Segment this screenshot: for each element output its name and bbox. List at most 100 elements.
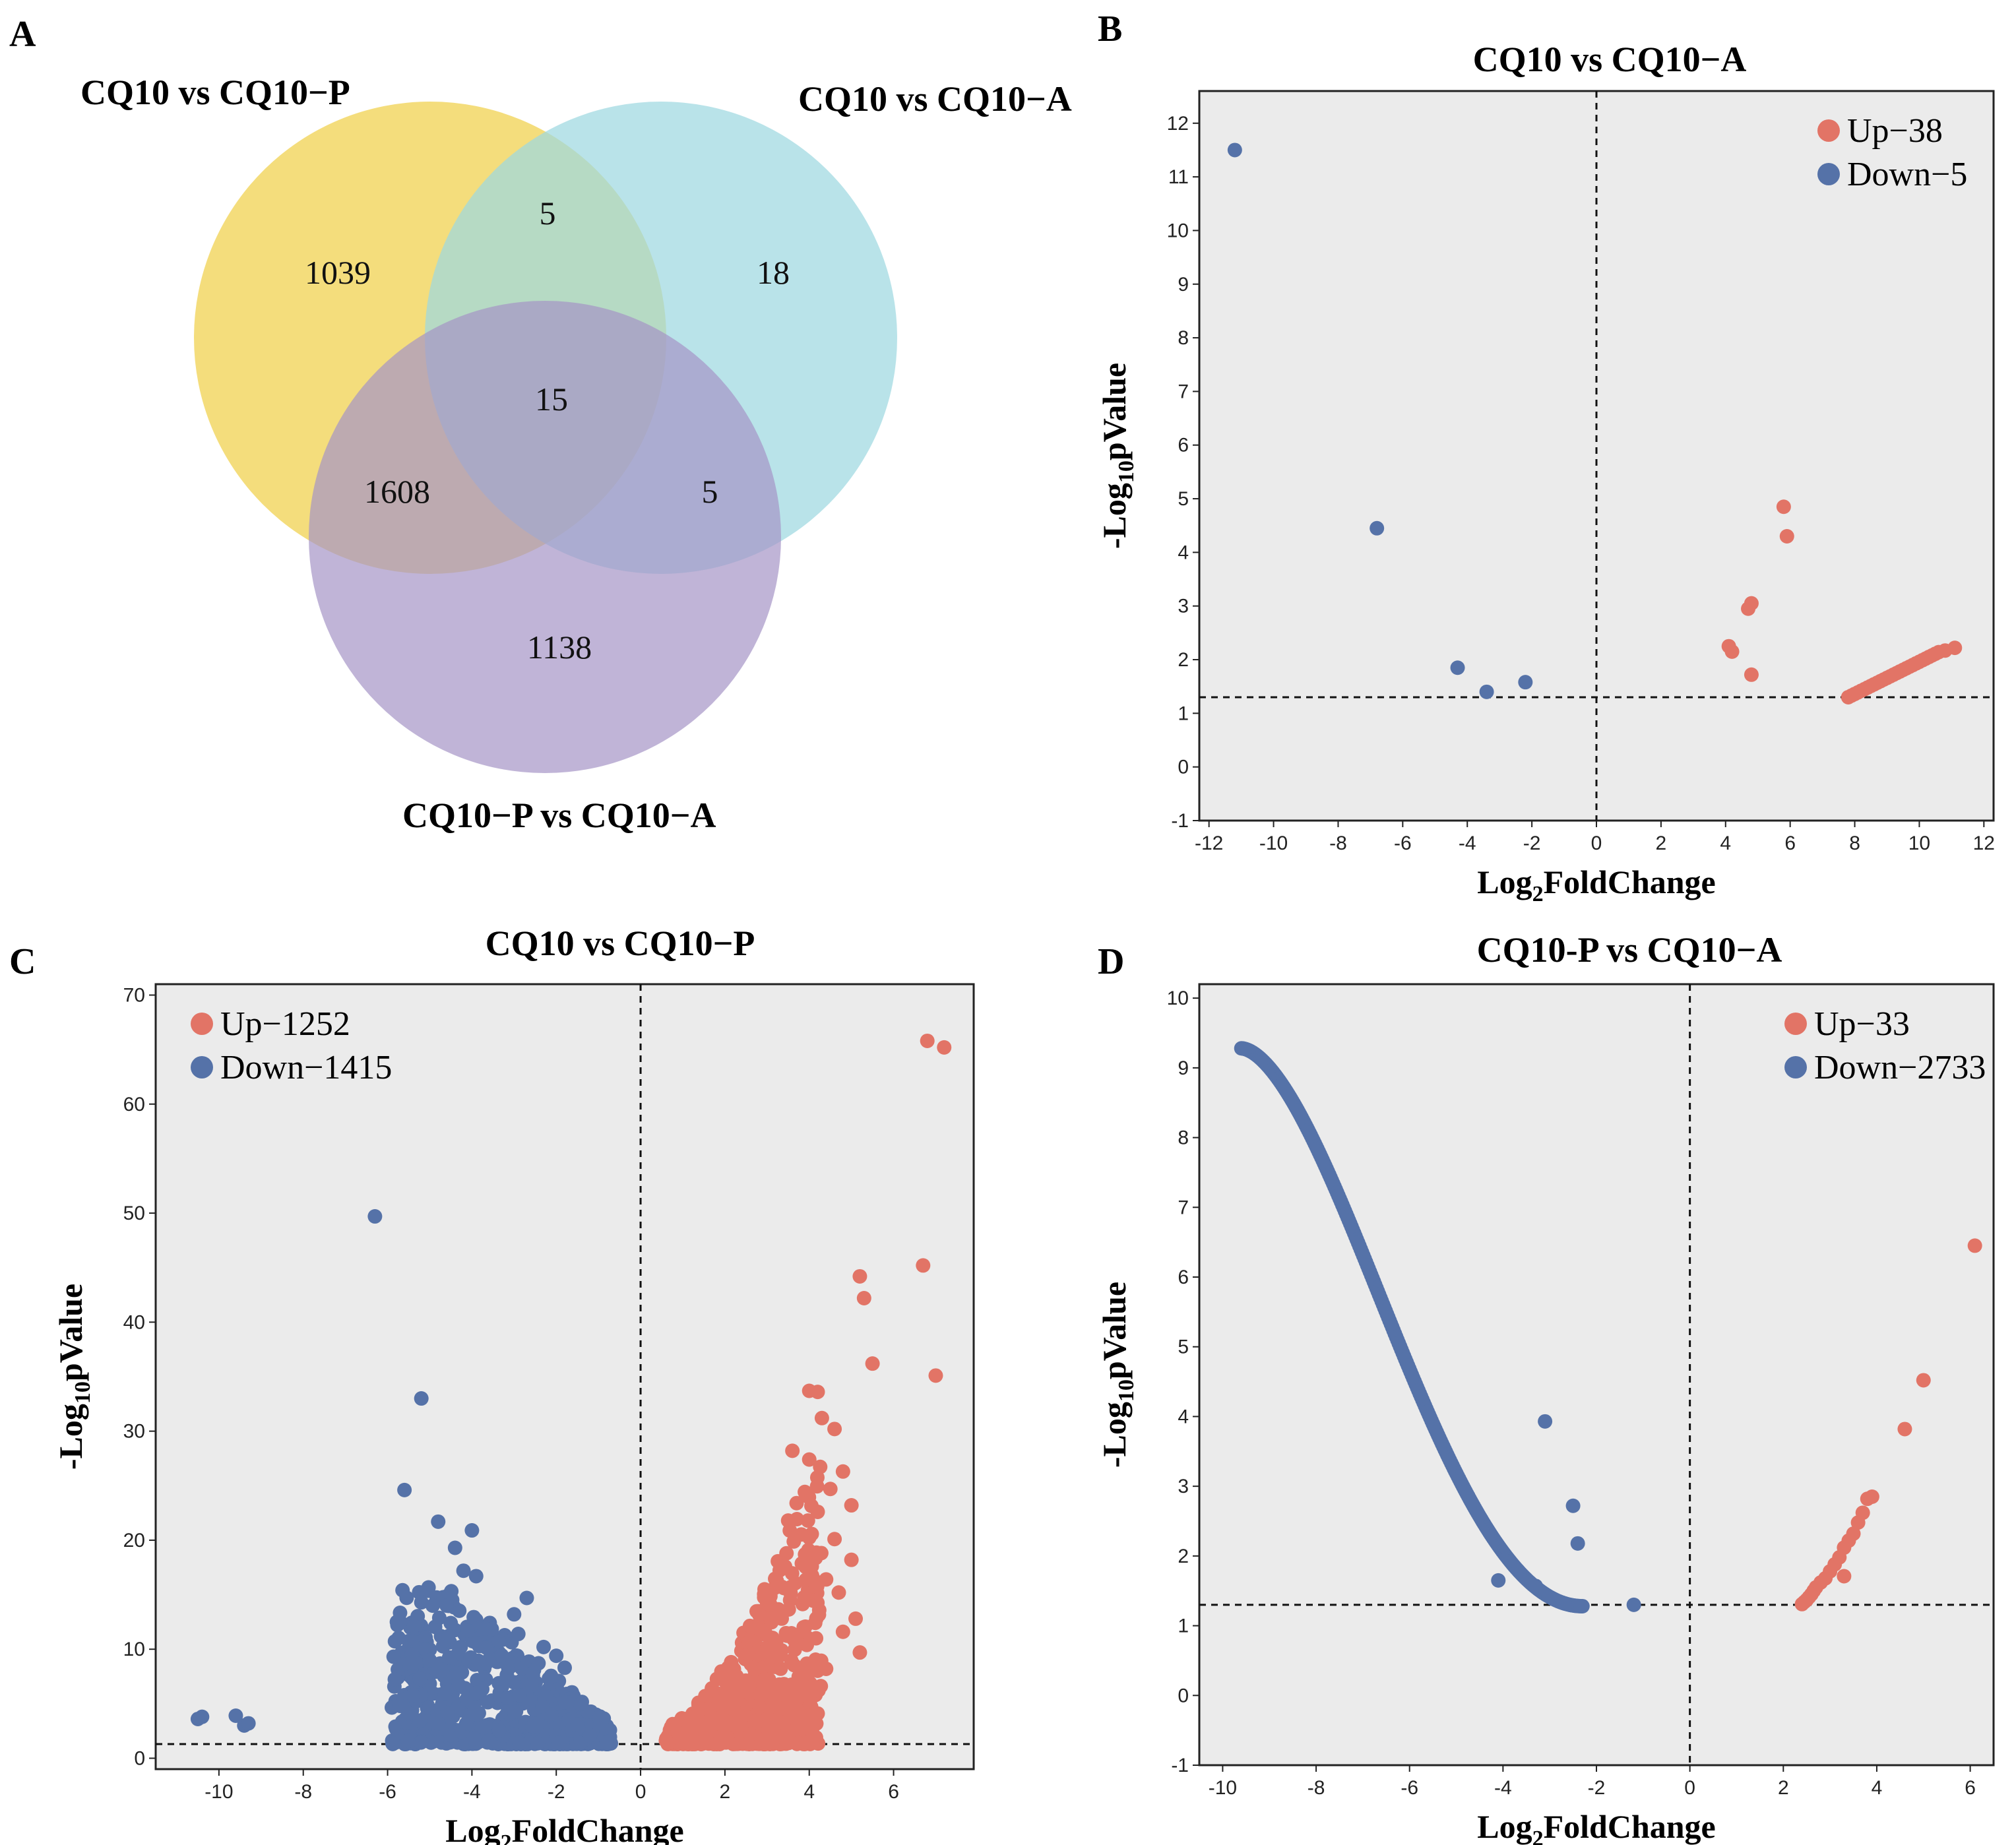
data-point xyxy=(769,1699,784,1714)
data-point xyxy=(1227,142,1242,158)
y-tick-label: 3 xyxy=(1178,596,1189,617)
data-point xyxy=(783,1709,798,1724)
data-point xyxy=(743,1632,758,1647)
data-point xyxy=(573,1697,588,1712)
data-point xyxy=(810,1385,825,1400)
data-point xyxy=(794,1527,809,1542)
plot-title-b: CQ10 vs CQ10−A xyxy=(1473,40,1747,79)
data-point xyxy=(469,1685,484,1701)
x-tick-label: 4 xyxy=(1720,832,1731,854)
legend-label: Down−1415 xyxy=(220,1049,392,1086)
y-tick-label: 12 xyxy=(1167,113,1189,135)
data-point xyxy=(718,1714,734,1730)
data-point xyxy=(788,1685,803,1701)
data-point xyxy=(190,1711,205,1726)
data-point xyxy=(738,1648,753,1664)
data-point xyxy=(399,1590,414,1606)
data-point xyxy=(791,1736,806,1751)
data-point xyxy=(509,1704,524,1719)
data-point xyxy=(367,1209,383,1224)
y-tick-label: 7 xyxy=(1178,1197,1189,1218)
data-point xyxy=(920,1033,935,1048)
y-tick-label: 8 xyxy=(1178,1127,1189,1149)
panel-letter-d: D xyxy=(1098,941,1124,982)
y-axis-label-d: -Log10pValue xyxy=(1096,1282,1139,1468)
data-point xyxy=(557,1660,572,1675)
data-point xyxy=(823,1482,838,1497)
volcano-plot-c: CQ10 vs CQ10−P-10 -8 -6 -4 -2 0 2 4 601020304050… xyxy=(52,923,975,1845)
data-point xyxy=(446,1665,461,1680)
x-tick-label: 0 xyxy=(1684,1777,1695,1799)
x-tick-label: -8 xyxy=(1307,1777,1325,1799)
data-point xyxy=(724,1679,739,1695)
data-point xyxy=(1528,1579,1543,1594)
data-point xyxy=(788,1722,803,1737)
points-b xyxy=(1227,142,1963,704)
data-point xyxy=(437,1685,453,1701)
data-point xyxy=(491,1723,507,1738)
data-point xyxy=(1897,1422,1912,1437)
venn-count-a-and-pa: 5 xyxy=(702,473,718,510)
x-tick-label: -8 xyxy=(1329,832,1347,854)
y-tick-label: 10 xyxy=(1167,220,1189,241)
x-tick-label: 6 xyxy=(888,1781,899,1803)
data-point xyxy=(848,1611,864,1626)
data-point xyxy=(460,1623,475,1639)
x-tick-label: -2 xyxy=(548,1781,565,1803)
data-point xyxy=(835,1624,850,1639)
data-point xyxy=(752,1700,767,1715)
data-point xyxy=(1741,601,1756,616)
data-point xyxy=(512,1687,527,1703)
y-tick-label: 11 xyxy=(1168,166,1189,188)
data-point xyxy=(414,1735,429,1750)
legend-d: Up−33 Down−2733 xyxy=(1784,1005,1986,1086)
data-point xyxy=(400,1734,416,1749)
x-tick-label: 2 xyxy=(720,1781,731,1803)
data-point xyxy=(386,1649,401,1664)
x-tick-label: -4 xyxy=(1459,832,1476,854)
data-point xyxy=(501,1660,516,1675)
y-axis-label-b: -Log10pValue xyxy=(1096,363,1139,549)
data-point xyxy=(802,1558,817,1573)
data-point xyxy=(443,1728,458,1743)
data-point xyxy=(852,1645,867,1660)
data-point xyxy=(810,1706,825,1721)
x-tick-label: -6 xyxy=(1401,1777,1418,1799)
x-tick-label: -10 xyxy=(205,1781,233,1803)
data-point xyxy=(852,1268,867,1284)
data-point xyxy=(759,1596,774,1611)
y-tick-label: 9 xyxy=(1178,1057,1189,1079)
data-point xyxy=(1370,520,1385,536)
y-tick-label: 5 xyxy=(1178,1336,1189,1358)
x-tick-label: -6 xyxy=(379,1781,396,1803)
data-point xyxy=(856,1291,871,1305)
data-point xyxy=(536,1639,551,1654)
plot-area-d xyxy=(1198,983,1995,1767)
data-point xyxy=(427,1619,443,1635)
data-point xyxy=(827,1422,842,1437)
data-point xyxy=(412,1672,427,1687)
data-point xyxy=(789,1495,804,1511)
y-tick-label: 3 xyxy=(1178,1476,1189,1497)
data-point xyxy=(1776,499,1791,515)
data-point xyxy=(787,1642,802,1657)
y-tick-label: 1 xyxy=(1178,703,1189,724)
data-point xyxy=(525,1719,540,1734)
data-point xyxy=(1570,1536,1585,1551)
data-point xyxy=(928,1368,943,1383)
data-point xyxy=(435,1662,450,1677)
legend-label: Down−5 xyxy=(1847,156,1967,193)
volcano-plot-d: CQ10-P vs CQ10−A-10 -8 -6 -4 -2 0 2 4 6-10123456… xyxy=(1096,930,1995,1845)
legend-c: Up−1252 Down−1415 xyxy=(191,1005,392,1086)
data-point xyxy=(798,1547,813,1562)
data-point xyxy=(760,1712,775,1727)
x-tick-label: 4 xyxy=(803,1781,815,1803)
data-point xyxy=(1947,641,1963,656)
venn-count-p-and-pa: 1608 xyxy=(364,473,430,510)
data-point xyxy=(1450,660,1465,675)
data-point xyxy=(480,1695,495,1710)
venn-count-all: 15 xyxy=(535,381,568,418)
data-point xyxy=(466,1731,482,1746)
data-point xyxy=(769,1573,784,1588)
data-point xyxy=(778,1559,793,1574)
